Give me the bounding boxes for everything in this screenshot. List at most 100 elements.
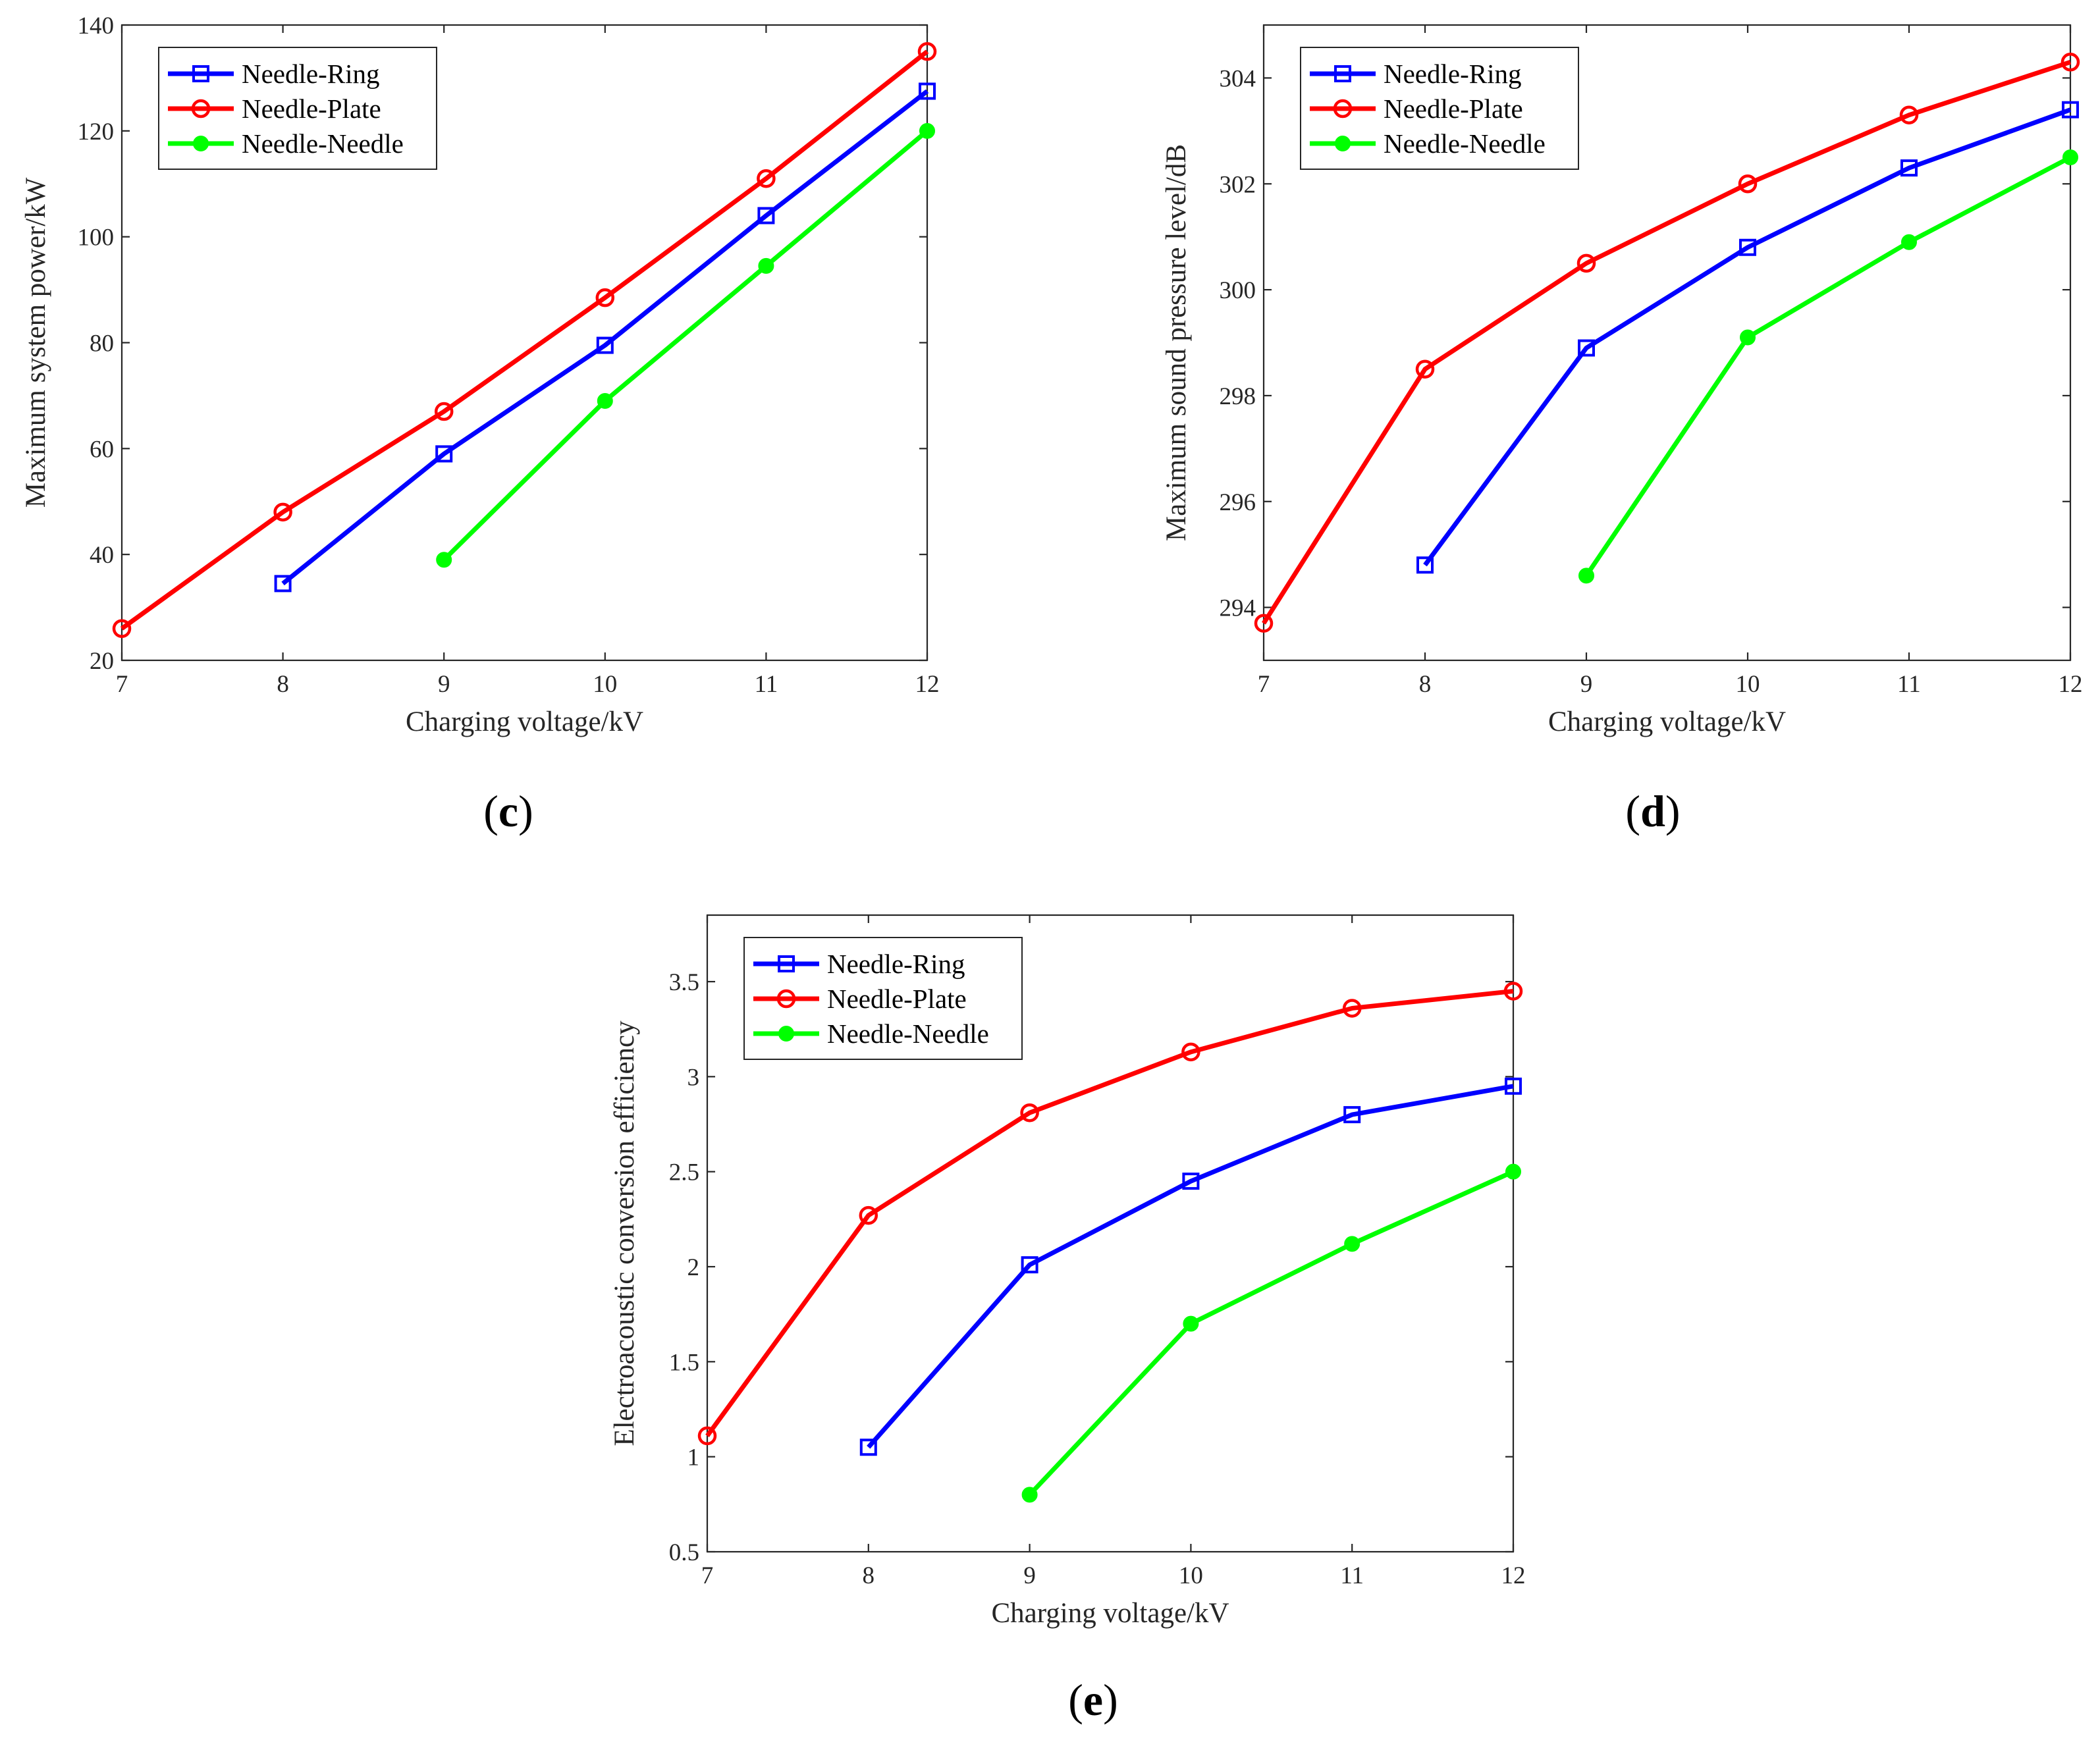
data-point-needle-needle <box>1740 329 1756 346</box>
data-point-needle-needle <box>758 257 774 274</box>
data-point-needle-plate <box>1899 105 1919 124</box>
y-tick-label: 296 <box>1220 489 1256 516</box>
y-tick-label: 300 <box>1220 277 1256 304</box>
data-point-needle-plate <box>697 1426 717 1446</box>
x-tick-label: 8 <box>1419 671 1432 698</box>
data-point-needle-plate <box>1576 253 1596 273</box>
data-point-needle-ring <box>435 445 453 463</box>
x-axis-label: Charging voltage/kV <box>406 706 643 737</box>
data-point-needle-ring <box>859 1439 877 1456</box>
x-tick-label: 11 <box>1897 671 1921 698</box>
data-point-needle-plate <box>1181 1042 1200 1062</box>
data-point-needle-needle <box>1578 568 1594 584</box>
series-line-needle-plate <box>1262 59 2072 625</box>
data-point-needle-plate <box>112 619 132 638</box>
data-point-needle-needle <box>1021 1487 1038 1503</box>
data-point-needle-ring <box>1416 556 1434 574</box>
x-axis-label: Charging voltage/kV <box>1548 706 1786 737</box>
y-tick-label: 3 <box>687 1064 700 1091</box>
panel-d-chart: 7 8 9 10 11 12 294 296 298 300 302 304 Charging volt… <box>1161 24 2083 737</box>
y-tick-label: 298 <box>1220 383 1256 410</box>
y-tick-label: 140 <box>78 13 115 40</box>
series-line-needle-ring <box>1423 107 2072 567</box>
data-point-needle-plate <box>2060 53 2080 72</box>
y-tick-label: 1 <box>687 1444 700 1471</box>
y-tick-label: 294 <box>1220 595 1256 622</box>
x-tick-label: 9 <box>1023 1562 1036 1589</box>
y-tick-label: 1.5 <box>669 1349 699 1376</box>
series-line-needle-needle <box>1028 1169 1515 1496</box>
x-axis-label: Charging voltage/kV <box>991 1598 1229 1629</box>
data-point-needle-plate <box>859 1205 878 1225</box>
legend-marker-needle-ring <box>1334 65 1351 82</box>
panel-c-chart: 7 8 9 10 11 12 20 40 60 80 100 120 140 Charging volta… <box>20 13 940 737</box>
x-tick-label: 12 <box>1501 1562 1526 1589</box>
x-tick-label: 12 <box>2059 671 2083 698</box>
series-line-needle-needle <box>442 129 929 562</box>
data-point-needle-plate <box>1342 999 1362 1018</box>
data-point-needle-plate <box>1254 614 1274 633</box>
legend-label-needle-plate: Needle-Plate <box>827 984 967 1014</box>
series-line-needle-ring <box>281 89 929 586</box>
y-tick-label: 60 <box>90 436 114 463</box>
series-line-needle-needle <box>1584 155 2072 577</box>
plot-area-frame <box>1262 24 2072 662</box>
y-tick-label: 302 <box>1220 171 1256 198</box>
y-tick-label: 3.5 <box>669 969 699 996</box>
y-tick-label: 40 <box>90 542 114 569</box>
panel-label-d: (d) <box>1625 786 1680 836</box>
y-axis-label: Maximum sound pressure level/dB <box>1161 144 1192 541</box>
panel-e-chart: 7 8 9 10 11 12 0.5 1 1.5 2 2.5 3 3.5 Charging voltage… <box>609 914 1526 1629</box>
data-point-needle-ring <box>1900 159 1918 177</box>
legend-marker-needle-plate <box>776 989 796 1009</box>
x-tick-label: 7 <box>116 671 128 698</box>
y-tick-label: 2 <box>687 1254 700 1281</box>
data-point-needle-needle <box>2062 149 2078 166</box>
data-point-needle-ring <box>2062 101 2079 119</box>
legend-label-needle-needle: Needle-Needle <box>827 1018 989 1049</box>
data-point-needle-plate <box>273 502 292 522</box>
panel-label-e: (e) <box>1068 1675 1118 1725</box>
legend-marker-needle-needle <box>1335 136 1351 151</box>
x-tick-label: 10 <box>593 671 617 698</box>
series-line-needle-plate <box>120 49 929 631</box>
data-point-needle-plate <box>595 288 615 307</box>
legend-label-needle-plate: Needle-Plate <box>1384 93 1523 124</box>
x-tick-label: 11 <box>755 671 778 698</box>
data-point-needle-plate <box>1020 1103 1039 1123</box>
data-point-needle-needle <box>1183 1315 1199 1332</box>
data-point-needle-ring <box>596 336 614 354</box>
data-point-needle-needle <box>436 552 452 568</box>
legend-label-needle-ring: Needle-Ring <box>1384 59 1521 89</box>
legend-label-needle-needle: Needle-Needle <box>242 128 404 159</box>
y-tick-label: 100 <box>78 225 115 251</box>
data-point-needle-plate <box>1415 359 1435 379</box>
panel-label-c: (c) <box>483 786 533 836</box>
x-tick-label: 12 <box>915 671 940 698</box>
data-point-needle-needle <box>1901 234 1917 250</box>
data-point-needle-plate <box>434 402 454 421</box>
y-axis-label: Maximum system power/kW <box>20 177 51 508</box>
x-tick-label: 10 <box>1179 1562 1203 1589</box>
plot-area-frame <box>706 914 1515 1553</box>
legend-label-needle-plate: Needle-Plate <box>242 93 381 124</box>
x-tick-label: 10 <box>1736 671 1760 698</box>
data-point-needle-ring <box>919 82 936 100</box>
y-tick-label: 20 <box>90 648 114 675</box>
legend-marker-needle-needle <box>193 136 209 151</box>
data-point-needle-needle <box>597 392 613 409</box>
y-axis-label: Electroacoustic conversion efficiency <box>609 1020 640 1446</box>
legend-marker-needle-ring <box>192 65 209 82</box>
data-point-needle-ring <box>1021 1256 1038 1274</box>
legend-label-needle-needle: Needle-Needle <box>1384 128 1546 159</box>
y-tick-label: 304 <box>1220 65 1256 92</box>
data-point-needle-ring <box>1505 1077 1522 1095</box>
y-tick-label: 120 <box>78 119 115 145</box>
data-point-needle-needle <box>1505 1163 1521 1180</box>
x-tick-label: 9 <box>1580 671 1593 698</box>
x-tick-label: 8 <box>277 671 289 698</box>
data-point-needle-plate <box>1503 982 1523 1001</box>
legend-marker-needle-needle <box>778 1026 794 1042</box>
data-point-needle-needle <box>1344 1236 1360 1252</box>
legend-marker-needle-ring <box>778 955 795 972</box>
